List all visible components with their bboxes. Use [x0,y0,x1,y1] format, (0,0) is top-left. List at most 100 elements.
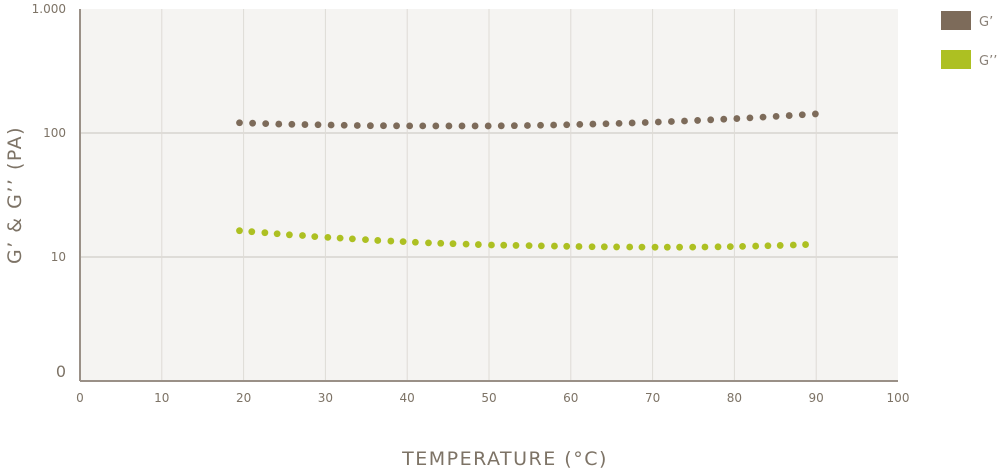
data-point-g-double-prime [651,243,659,251]
data-point-g-double-prime [764,242,772,250]
series-g-double-prime [236,227,809,251]
data-point-g-double-prime [311,233,319,241]
data-point-g-double-prime [726,243,734,251]
data-point-g-prime [681,117,688,125]
data-point-g-prime [497,122,505,130]
data-point-g-prime [759,113,767,121]
data-point-g-double-prime [575,243,583,250]
data-point-g-prime [288,120,296,128]
data-point-g-double-prime [348,235,356,243]
data-point-g-prime [419,122,427,130]
data-point-g-prime [380,122,387,130]
data-point-g-prime [798,111,806,119]
x-tick-label: 20 [236,391,251,405]
data-point-g-double-prime [248,228,256,236]
x-tick-label: 30 [318,391,333,405]
data-point-g-double-prime [236,227,243,235]
data-point-g-prime [236,119,243,127]
y-axis-title: G’ & G’’ (PA) [4,126,26,264]
data-point-g-prime [314,121,322,129]
legend: G’ G’’ [941,11,997,69]
data-point-g-prime [340,121,348,129]
y-tick-label: 0 [56,362,66,381]
data-point-g-double-prime [387,237,395,245]
data-point-g-double-prime [425,239,432,247]
data-point-g-prime [537,121,544,129]
data-point-g-prime [602,120,610,128]
data-point-g-prime [694,117,701,124]
y-tick-labels: 0 10 100 1.000 [32,2,66,381]
legend-swatch-g-double-prime [941,50,971,69]
data-point-g-prime [576,121,584,128]
x-tick-label: 100 [887,391,910,405]
data-point-g-double-prime [752,242,760,250]
data-point-g-double-prime [324,233,332,241]
data-point-g-double-prime [462,240,470,248]
data-point-g-double-prime [488,241,495,249]
data-point-g-prime [785,112,793,119]
data-series [236,110,819,251]
data-point-g-double-prime [537,242,545,250]
legend-swatch-g-prime [941,11,971,30]
data-point-g-double-prime [437,239,445,247]
data-point-g-prime [432,122,440,130]
x-tick-label: 60 [563,391,578,405]
data-point-g-prime [366,122,374,130]
data-point-g-double-prime [676,243,683,251]
data-point-g-prime [406,122,414,130]
data-point-g-prime [746,114,754,122]
data-point-g-prime [510,122,518,130]
data-point-g-double-prime [638,243,646,251]
y-tick-label: 1.000 [32,2,66,16]
data-point-g-prime [458,122,466,130]
data-point-g-double-prime [474,241,482,248]
data-point-g-prime [707,116,715,124]
data-point-g-double-prime [286,231,293,239]
data-point-g-prime [275,120,283,128]
data-point-g-double-prime [362,236,369,244]
data-point-g-prime [484,122,492,130]
x-tick-label: 50 [481,391,496,405]
data-point-g-prime [563,121,571,129]
data-point-g-prime [327,121,335,129]
data-point-g-prime [654,118,662,126]
data-point-g-double-prime [789,241,797,249]
data-point-g-double-prime [299,232,306,239]
y-tick-label: 10 [51,250,66,264]
data-point-g-prime [589,120,597,128]
x-tick-label: 80 [727,391,742,405]
series-g-prime [236,110,819,130]
data-point-g-double-prime [500,241,508,249]
data-point-g-prime [393,122,400,130]
data-point-g-prime [353,122,361,129]
data-point-g-double-prime [588,243,596,251]
data-point-g-double-prime [273,230,281,238]
data-point-g-double-prime [714,243,722,251]
data-point-g-prime [301,121,309,128]
x-tick-label: 0 [76,391,84,405]
data-point-g-double-prime [802,241,809,248]
data-point-g-prime [471,122,479,130]
data-point-g-double-prime [689,243,697,251]
data-point-g-double-prime [551,242,558,250]
x-tick-label: 70 [645,391,660,405]
data-point-g-double-prime [399,238,407,246]
data-point-g-prime [524,122,531,129]
data-point-g-prime [445,122,453,130]
data-point-g-double-prime [512,242,520,249]
data-point-g-prime [615,119,623,127]
data-point-g-prime [772,112,780,120]
data-point-g-prime [641,119,649,126]
data-point-g-prime [628,119,636,127]
y-tick-label: 100 [43,126,66,140]
data-point-g-double-prime [336,234,344,242]
x-tick-labels: 0 10 20 30 40 50 60 70 80 90 100 [76,391,909,405]
data-point-g-double-prime [663,243,671,251]
x-axis-title: TEMPERATURE (°C) [401,448,608,470]
data-point-g-double-prime [701,243,709,251]
data-point-g-prime [262,120,270,128]
data-point-g-prime [550,121,558,129]
data-point-g-double-prime [626,243,634,251]
data-point-g-double-prime [525,242,533,250]
data-point-g-double-prime [600,243,608,251]
